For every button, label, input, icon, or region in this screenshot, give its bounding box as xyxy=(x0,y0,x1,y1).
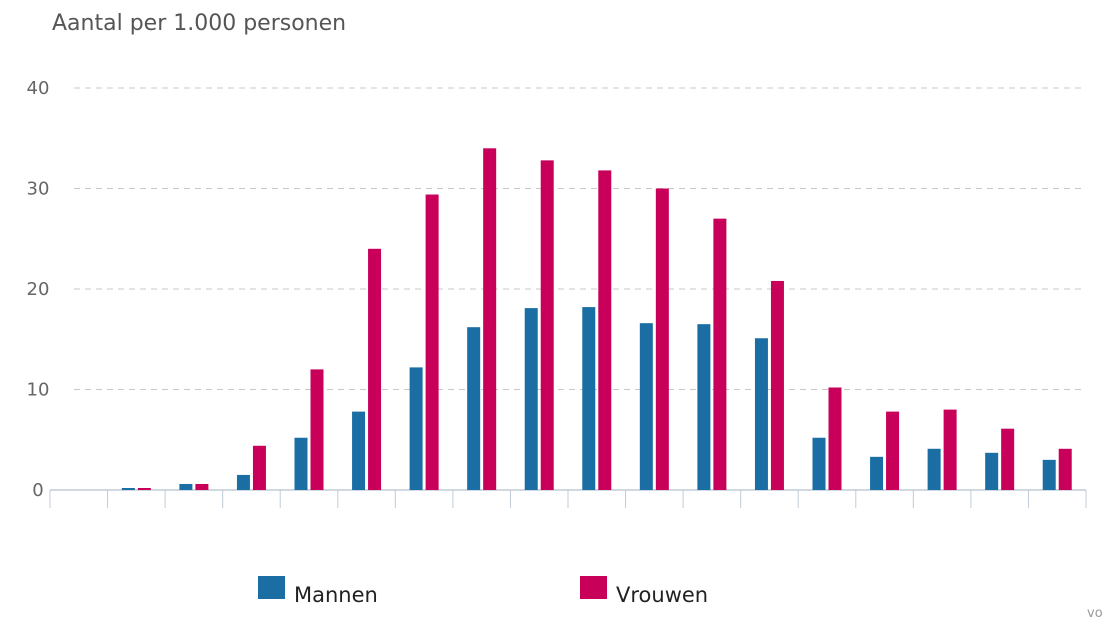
bar-vrouwen xyxy=(655,188,669,490)
bar-mannen xyxy=(524,308,538,490)
legend-item-vrouwen: Vrouwen xyxy=(580,576,708,607)
legend-label: Mannen xyxy=(294,583,378,607)
legend-swatch xyxy=(580,576,607,599)
legend: Mannen Vrouwen xyxy=(258,576,708,607)
bar-vrouwen xyxy=(483,148,497,491)
bar-mannen xyxy=(927,448,941,490)
bar-vrouwen xyxy=(368,248,382,490)
x-axis xyxy=(49,489,1087,508)
bar-vrouwen xyxy=(1001,428,1015,490)
bar-mannen xyxy=(467,327,481,490)
y-tick-label: 40 xyxy=(27,78,50,99)
bar-mannen xyxy=(236,474,250,490)
bar-vrouwen xyxy=(1058,448,1072,490)
bars xyxy=(121,148,1072,491)
bar-mannen xyxy=(409,367,423,490)
y-tick-label: 0 xyxy=(32,480,43,501)
bar-mannen xyxy=(639,323,653,490)
y-tick-label: 30 xyxy=(27,179,50,200)
bar-mannen xyxy=(985,452,999,490)
y-tick-label: 20 xyxy=(27,279,50,300)
bar-mannen xyxy=(179,483,193,490)
bar-vrouwen xyxy=(713,218,727,490)
bar-mannen xyxy=(294,437,308,490)
bar-mannen xyxy=(121,487,135,490)
bar-vrouwen xyxy=(252,445,266,490)
legend-label: Vrouwen xyxy=(616,583,708,607)
bar-vrouwen xyxy=(828,387,842,490)
y-tick-label: 10 xyxy=(27,380,50,401)
bar-mannen xyxy=(582,307,596,490)
chart-title: Aantal per 1.000 personen xyxy=(52,11,346,36)
bar-vrouwen xyxy=(195,483,209,490)
bar-vrouwen xyxy=(943,409,957,490)
bar-mannen xyxy=(754,338,768,490)
bar-vrouwen xyxy=(540,160,554,491)
bar-mannen xyxy=(352,411,366,490)
bar-vrouwen xyxy=(137,487,151,490)
legend-item-mannen: Mannen xyxy=(258,576,378,607)
bar-vrouwen xyxy=(425,194,439,490)
bar-mannen xyxy=(812,437,826,490)
bar-mannen xyxy=(870,456,884,490)
footer-note: vo xyxy=(1087,606,1103,620)
bar-mannen xyxy=(697,324,711,490)
bar-vrouwen xyxy=(770,280,784,490)
legend-swatch xyxy=(258,576,285,599)
bar-vrouwen xyxy=(310,369,324,490)
grid-lines xyxy=(74,87,1086,390)
y-axis-ticks: 0 10 20 30 40 xyxy=(27,78,50,501)
bar-vrouwen xyxy=(886,411,900,490)
bar-vrouwen xyxy=(598,170,612,490)
bar-mannen xyxy=(1042,459,1056,490)
